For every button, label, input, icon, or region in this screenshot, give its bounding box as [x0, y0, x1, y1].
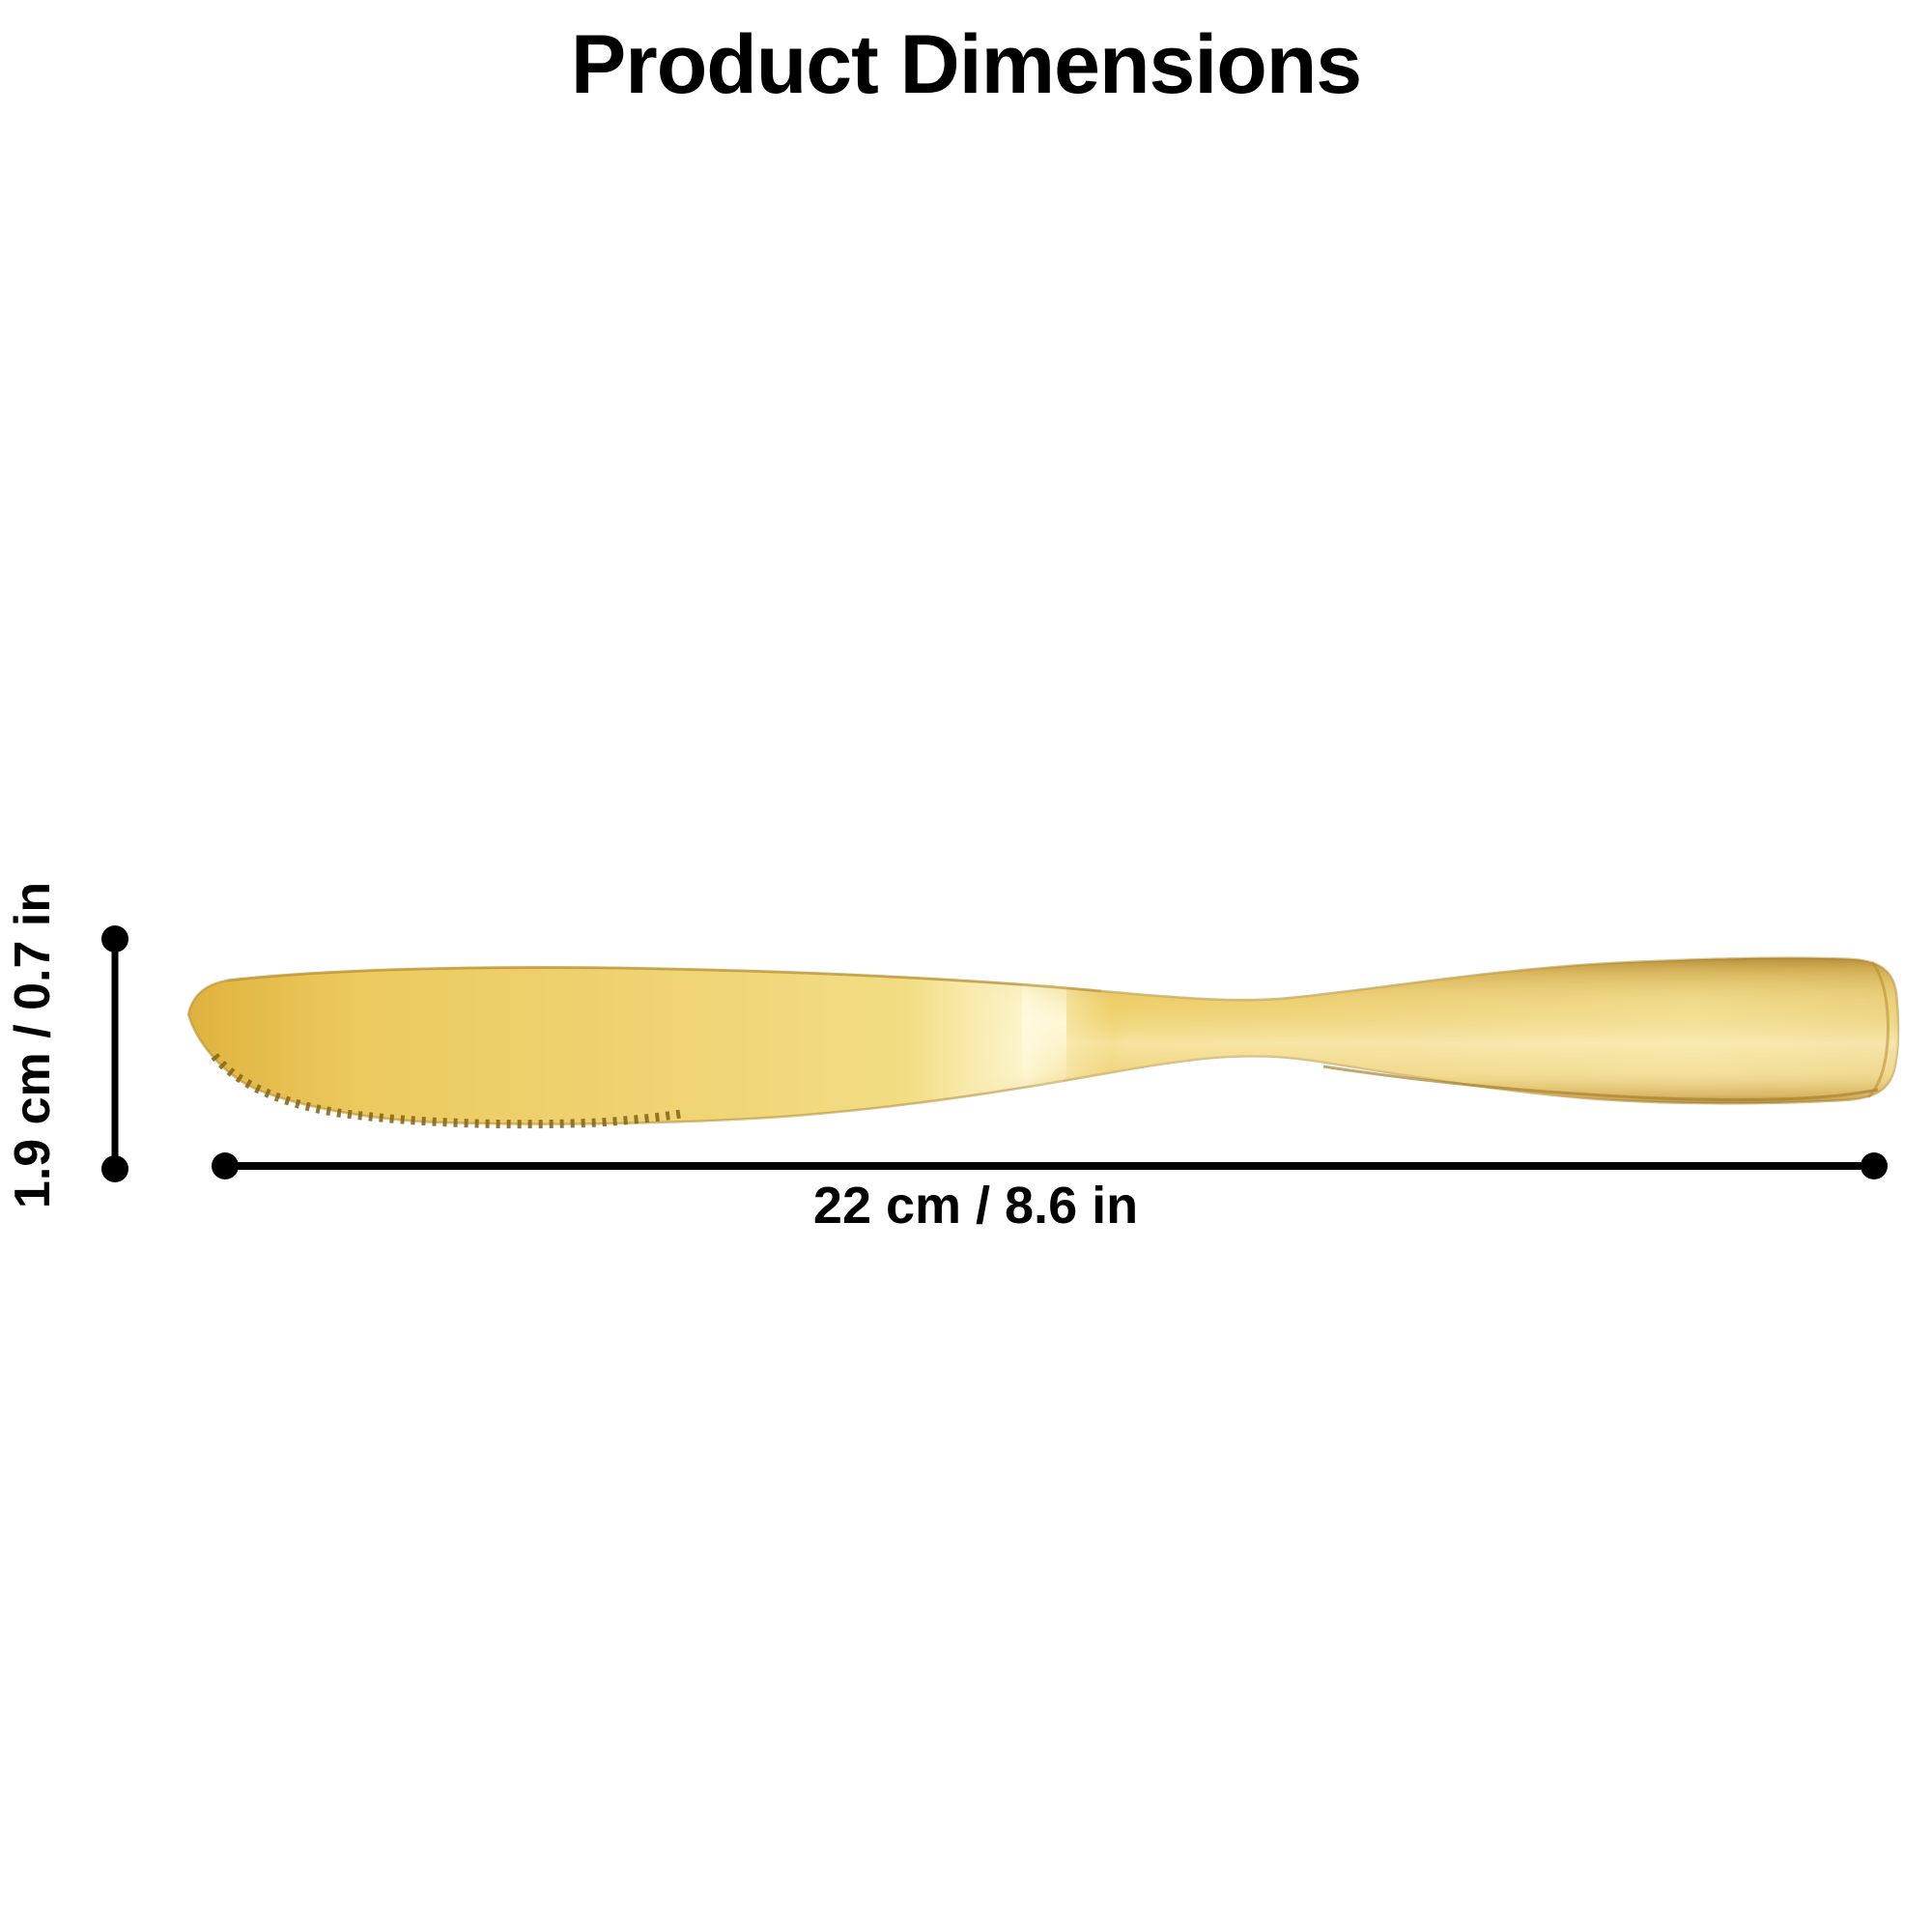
length-dimension-line — [212, 1152, 1888, 1179]
knife-endcap-rim — [1866, 961, 1889, 1099]
length-dimension-right-dot — [1861, 1152, 1888, 1179]
length-dimension-label: 22 cm / 8.6 in — [812, 1177, 1139, 1235]
knife-spine-line — [226, 966, 1102, 993]
height-dimension-line — [101, 925, 128, 1182]
length-dimension-left-dot — [212, 1152, 239, 1179]
knife-image — [186, 956, 1900, 1129]
page-title: Product Dimensions — [570, 18, 1362, 111]
height-dimension-top-dot — [101, 925, 128, 952]
height-dimension-bottom-dot — [101, 1155, 128, 1182]
knife-neck-highlight — [1022, 970, 1066, 1090]
height-dimension-label: 1.9 cm / 0.7 in — [5, 881, 61, 1209]
knife-handle-rim — [1322, 1065, 1879, 1101]
